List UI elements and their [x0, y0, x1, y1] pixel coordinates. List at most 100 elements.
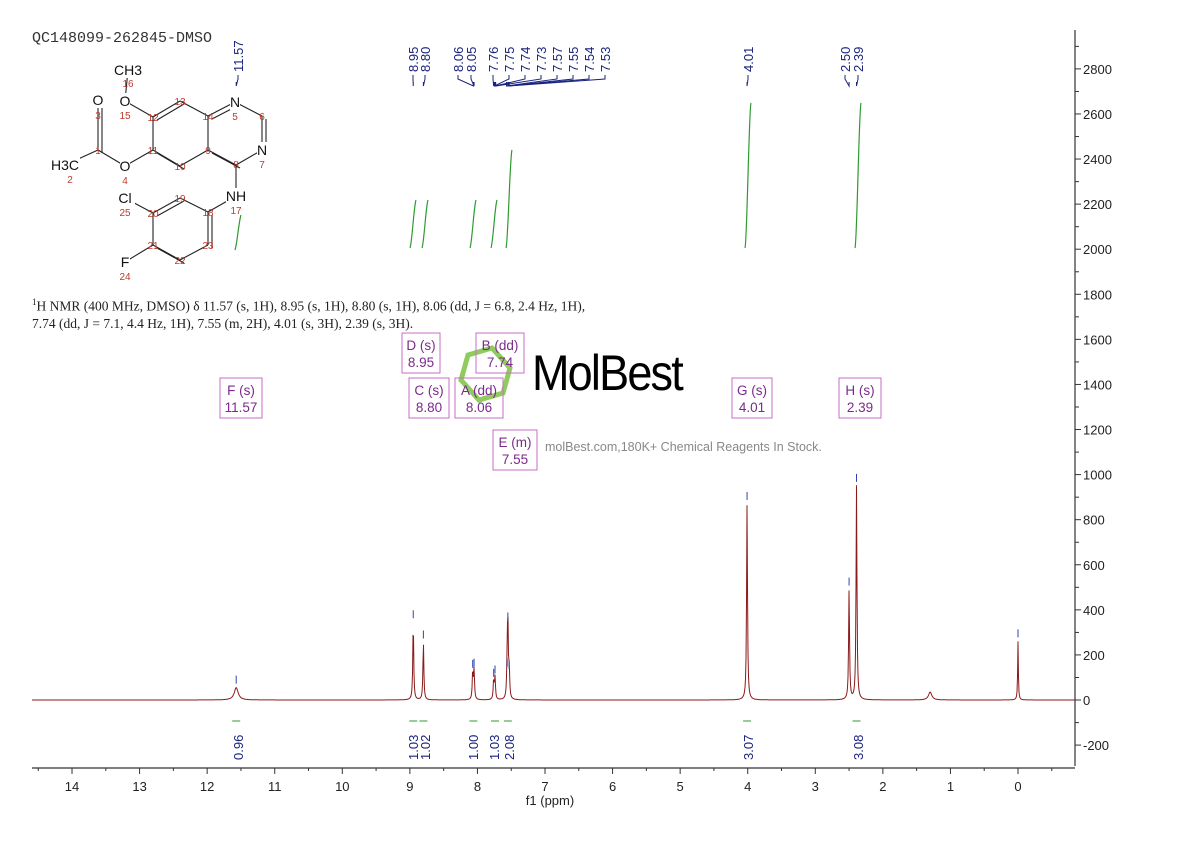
multiplet-shift: 4.01	[739, 400, 765, 415]
x-tick-label: 14	[65, 779, 79, 794]
integral-curve	[234, 214, 242, 251]
peak-label: 8.05	[464, 47, 479, 72]
peak-label: 8.95	[406, 47, 421, 72]
atom-number: 25	[119, 208, 131, 219]
y-tick-label: 200	[1083, 648, 1105, 663]
peak-label-connector	[235, 75, 239, 87]
y-tick-label: 1000	[1083, 468, 1112, 483]
peak-label-connector	[505, 75, 558, 87]
atom-bg	[113, 62, 143, 78]
peak-label-connector	[495, 75, 542, 87]
bond-line	[179, 100, 209, 117]
bond-line	[179, 244, 209, 261]
x-tick-label: 3	[812, 779, 819, 794]
sample-name: QC148099-262845-DMSO	[32, 30, 213, 47]
peak-label-connector	[507, 75, 574, 87]
atom-symbol: N	[230, 94, 240, 110]
atom-bg	[120, 93, 130, 109]
y-tick-label: 1800	[1083, 287, 1112, 302]
atom-number: 12	[147, 113, 159, 124]
peak-label-connector	[422, 75, 426, 87]
integral-value: 1.00	[466, 735, 481, 760]
integral-curve	[490, 199, 498, 249]
atom-number: 22	[174, 256, 186, 267]
multiplet-box	[492, 429, 538, 471]
multiplet-label: B (dd)	[482, 338, 519, 353]
atom-number: 11	[148, 146, 159, 157]
integral-value: 1.03	[406, 735, 421, 760]
atom-number: 3	[95, 111, 101, 122]
watermark-logo: MolBest	[532, 345, 684, 401]
double-bond-line	[211, 152, 241, 169]
y-tick-label: 2200	[1083, 197, 1112, 212]
atom-symbol: CH3	[114, 62, 142, 78]
bond-line	[152, 100, 181, 118]
multiplet-label: D (s)	[406, 338, 435, 353]
x-tick-label: 12	[200, 779, 214, 794]
x-tick-label: 2	[879, 779, 886, 794]
bond-line	[207, 149, 237, 166]
integral-value: 1.03	[487, 735, 502, 760]
double-bond-line	[156, 247, 185, 264]
double-bond-line	[156, 103, 185, 121]
multiplet-shift: 2.39	[847, 400, 873, 415]
integral-curve	[505, 149, 513, 249]
nmr-summary: 1H NMR (400 MHz, DMSO) δ 11.57 (s, 1H), …	[32, 294, 585, 332]
x-tick-label: 10	[335, 779, 349, 794]
multiplet-label: F (s)	[227, 383, 255, 398]
atom-number: 20	[147, 209, 159, 220]
atom-number: 18	[202, 208, 214, 219]
bond-line	[179, 197, 209, 213]
peak-label: 7.73	[534, 47, 549, 72]
multiplet-shift: 8.80	[416, 400, 442, 415]
integral-value: 1.02	[418, 735, 433, 760]
multiplet-label: E (m)	[499, 435, 532, 450]
atom-bg	[50, 157, 80, 173]
atom-number: 8	[233, 160, 239, 171]
atom-bg	[93, 92, 103, 108]
peak-label: 7.74	[518, 47, 533, 72]
bond-line	[152, 197, 181, 214]
multiplet-label: C (s)	[414, 383, 443, 398]
x-tick-label: 5	[677, 779, 684, 794]
peak-label-connector	[470, 75, 475, 87]
peak-label-connector	[856, 75, 859, 87]
atom-number: 21	[147, 241, 159, 252]
y-tick-label: 800	[1083, 513, 1105, 528]
peak-label-connector	[746, 75, 749, 87]
summary-line-1: H NMR (400 MHz, DMSO) δ 11.57 (s, 1H), 8…	[36, 298, 586, 314]
atom-symbol: Cl	[118, 190, 131, 206]
peak-label-connector	[493, 75, 510, 87]
atom-bg	[257, 142, 267, 158]
y-tick-label: 2800	[1083, 62, 1112, 77]
spectrum-line	[32, 485, 1075, 701]
integral-value: 0.96	[231, 735, 246, 760]
peak-label: 2.50	[838, 47, 853, 72]
peak-label: 8.06	[451, 47, 466, 72]
integral-value: 2.08	[502, 735, 517, 760]
x-tick-label: 7	[541, 779, 548, 794]
multiplet-shift: 7.74	[487, 355, 514, 370]
atom-bg	[226, 188, 246, 204]
integral-curve	[409, 199, 417, 249]
y-tick-label: 2000	[1083, 242, 1112, 257]
atom-number: 1	[95, 146, 101, 157]
peak-label: 7.75	[502, 47, 517, 72]
summary-superscript: 1	[32, 297, 37, 307]
atom-number: 16	[122, 79, 134, 90]
peak-label-connector	[844, 75, 850, 88]
y-tick-label: 1600	[1083, 332, 1112, 347]
multiplet-box	[219, 377, 263, 419]
y-tick-label: 0	[1083, 693, 1090, 708]
multiplet-shift: 11.57	[225, 400, 258, 415]
x-tick-label: 8	[474, 779, 481, 794]
x-tick-label: 0	[1014, 779, 1021, 794]
multiplet-label: A (dd)	[461, 383, 497, 398]
atom-number: 2	[67, 175, 73, 186]
multiplet-box	[401, 332, 441, 374]
y-tick-label: -200	[1083, 738, 1109, 753]
peak-label: 7.57	[550, 47, 565, 72]
bond-line	[152, 244, 181, 261]
integral-curve	[854, 102, 862, 249]
